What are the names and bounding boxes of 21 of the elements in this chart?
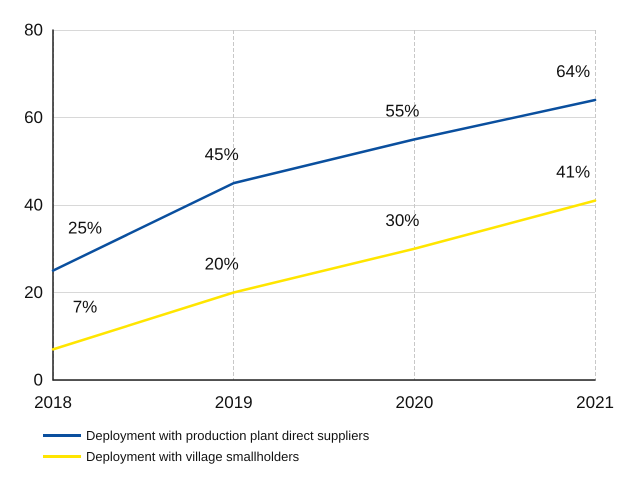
- data-label: 41%: [556, 162, 590, 182]
- data-label: 7%: [72, 297, 98, 316]
- x-tick-label: 2018: [34, 393, 72, 412]
- y-tick-label: 60: [24, 108, 43, 127]
- x-tick-label: 2020: [395, 393, 434, 412]
- x-tick-label: 2019: [214, 393, 253, 412]
- data-label: 25%: [68, 218, 102, 238]
- legend-label: Deployment with village smallholders: [86, 449, 300, 464]
- y-tick-label: 20: [24, 283, 43, 302]
- y-tick-label: 40: [24, 196, 43, 214]
- data-label: 55%: [385, 101, 420, 120]
- line-series: [52, 199, 596, 351]
- line-series: [52, 98, 596, 272]
- data-label: 45%: [204, 145, 239, 164]
- x-tick-label: 2021: [576, 393, 614, 412]
- y-tick-label: 80: [24, 20, 43, 40]
- data-label: 30%: [385, 210, 420, 230]
- legend-label: Deployment with production plant direct suppliers: [86, 428, 370, 443]
- y-tick-label: 0: [34, 370, 43, 390]
- data-label: 20%: [204, 254, 239, 274]
- data-label: 64%: [556, 62, 590, 81]
